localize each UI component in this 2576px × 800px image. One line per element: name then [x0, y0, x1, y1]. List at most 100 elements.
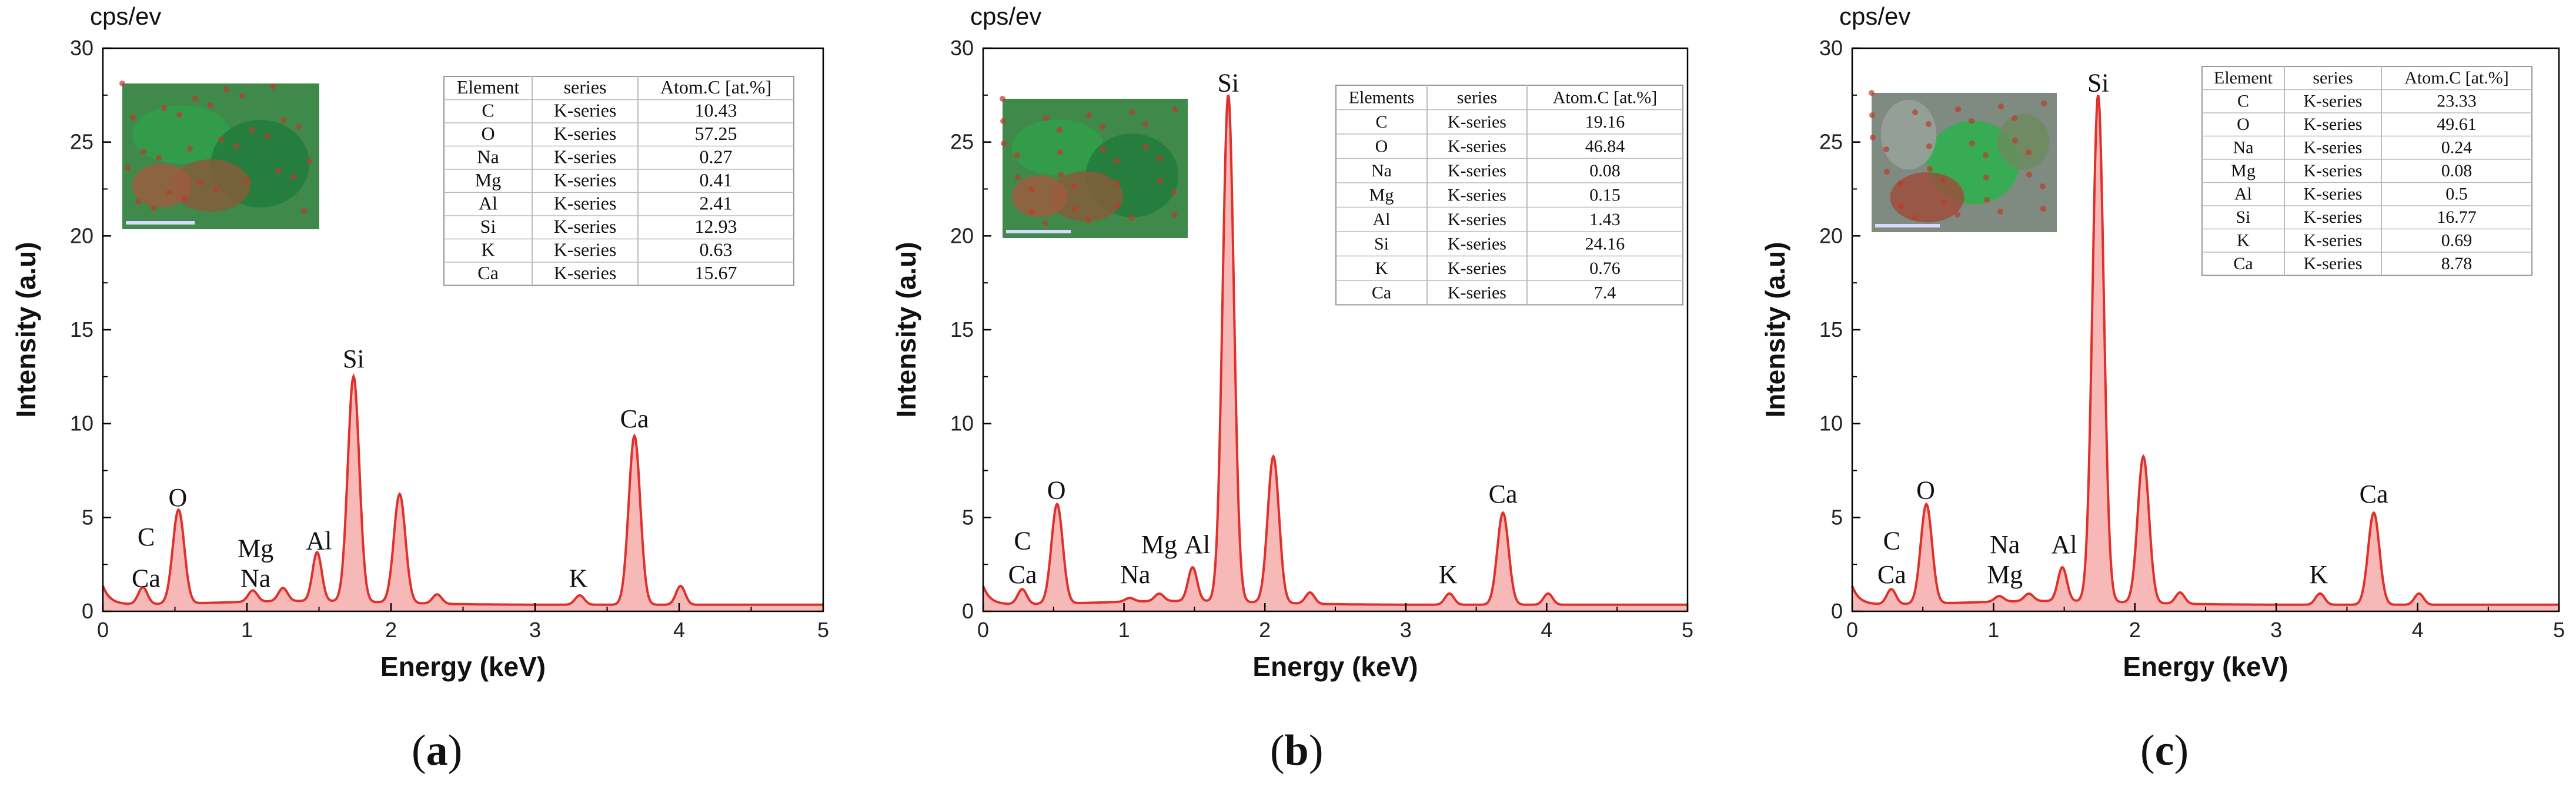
table-cell: 23.33 [2437, 92, 2477, 111]
peak-label: Si [2087, 68, 2109, 97]
peak-label: Ca [620, 404, 649, 433]
table-cell: 0.76 [1589, 259, 1621, 278]
sem-map-speck [182, 196, 188, 202]
table-cell: 0.24 [2441, 138, 2473, 158]
sem-map-speck [166, 189, 172, 195]
table-cell: K-series [2304, 231, 2363, 250]
x-tick-label: 2 [385, 618, 397, 642]
table-cell: K-series [554, 123, 617, 144]
table-cell: Mg [475, 169, 501, 190]
sem-map-speck [2040, 206, 2046, 212]
peak-label: Na [240, 564, 270, 593]
y-tick-label: 0 [82, 599, 93, 623]
sem-map-phase [1048, 171, 1123, 222]
x-tick-label: 1 [241, 618, 253, 642]
sem-map-speck [1115, 203, 1121, 209]
peak-label: Ca [2360, 480, 2388, 508]
sem-map-speck [130, 115, 136, 120]
unit-label: cps/ev [970, 2, 1041, 30]
sem-map-speck [1157, 178, 1163, 183]
table-cell: Al [2234, 185, 2252, 204]
peak-label: Al [1184, 530, 1210, 559]
table-cell: 12.93 [695, 216, 737, 237]
sem-map-speck [1057, 127, 1063, 133]
table-cell: Mg [2231, 161, 2256, 180]
table-cell: 1.43 [1589, 210, 1621, 229]
sem-map-speck [2012, 115, 2017, 121]
sem-map-speck [1983, 152, 1989, 158]
sem-map-phase [1011, 175, 1068, 217]
sem-map-speck [1001, 140, 1007, 146]
spectrum-line [982, 94, 1688, 606]
table-header-cell: Atom.C [at.%] [660, 76, 771, 98]
sem-map-speck [1998, 103, 2004, 109]
unit-label: cps/ev [1839, 2, 1910, 30]
sem-map-speck [2040, 183, 2046, 189]
table-header-cell: series [1457, 88, 1497, 108]
table-cell: K-series [1448, 137, 1506, 156]
table-cell: K-series [2304, 115, 2363, 134]
y-axis-label: Intensity (a.u) [891, 242, 921, 417]
table-cell: K-series [1448, 210, 1506, 229]
y-tick-label: 0 [1831, 599, 1843, 623]
y-tick-label: 5 [962, 505, 974, 529]
sem-map-speck [1870, 135, 1876, 140]
table-cell: K-series [2304, 254, 2363, 273]
x-tick-label: 4 [673, 618, 685, 642]
sem-map-scalebar [1875, 224, 1940, 227]
sem-map-speck [208, 102, 213, 108]
chart-panel-c: 0 1 2 3 4 5 0 5 10 15 20 25 30 Energy (keV) Intensity … [1760, 2, 2565, 682]
table-cell: Si [2236, 207, 2250, 227]
x-tick-label: 5 [817, 618, 829, 642]
y-axis-label: Intensity (a.u) [1760, 242, 1790, 417]
x-tick-label: 4 [2412, 618, 2424, 642]
table-cell: 10.43 [695, 100, 737, 121]
table-cell: Al [479, 193, 497, 214]
peak-label: Mg [1987, 560, 2023, 589]
x-tick-label: 5 [2553, 618, 2565, 642]
table-cell: 19.16 [1585, 112, 1625, 132]
table-cell: K-series [1448, 161, 1506, 180]
y-tick-label: 20 [950, 223, 974, 247]
sem-map-speck [2026, 149, 2032, 155]
sem-map-speck [1912, 215, 1917, 220]
table-cell: Ca [1372, 283, 1391, 303]
table-cell: 15.67 [695, 262, 737, 283]
table-header-cell: series [2313, 68, 2353, 88]
peak-label: Ca [1489, 480, 1518, 508]
x-tick-label: 0 [977, 618, 989, 642]
table-cell: 8.78 [2441, 254, 2473, 273]
sem-map-speck [135, 199, 141, 205]
sem-map-speck [1997, 209, 2003, 215]
table-cell: C [2237, 92, 2249, 111]
sem-map-speck [218, 136, 224, 142]
table-cell: C [482, 100, 494, 121]
y-tick-label: 30 [1819, 36, 1843, 60]
table-cell: K [481, 239, 495, 260]
y-tick-label: 15 [1819, 317, 1843, 342]
chart-panel-a: 0 1 2 3 4 5 0 5 10 15 20 25 30 Energy (keV) Intensity … [11, 2, 829, 682]
sem-map-speck [265, 133, 270, 139]
sem-map-speck [1969, 140, 1975, 146]
table-cell: Ca [477, 262, 499, 283]
sem-map-speck [1984, 197, 1990, 203]
x-tick-label: 3 [529, 618, 541, 642]
table-cell: Na [477, 146, 499, 168]
sem-map-phase [1011, 119, 1105, 176]
sem-map-speck [2026, 172, 2032, 178]
sem-map-speck [1171, 189, 1177, 195]
sem-map-speck [1114, 180, 1120, 186]
sem-map-speck [1926, 143, 1932, 149]
table-cell: 24.16 [1585, 235, 1625, 254]
table-cell: Mg [1369, 186, 1394, 205]
sem-map-speck [125, 165, 131, 170]
peak-label: Ca [1877, 560, 1906, 589]
x-tick-label: 5 [1682, 618, 1693, 642]
peak-label: Na [1120, 560, 1150, 589]
table-cell: K-series [1448, 283, 1506, 303]
peak-label: C [138, 523, 155, 551]
sem-map-speck [301, 208, 307, 214]
x-tick-label: 0 [97, 618, 109, 642]
element-table: Elements series Atom.C [at.%] C K-series 19.1… [1335, 85, 1683, 306]
